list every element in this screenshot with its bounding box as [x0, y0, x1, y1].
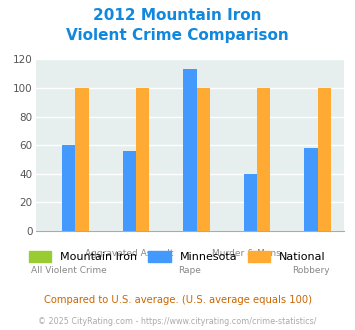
Bar	[183, 69, 197, 231]
Legend: Mountain Iron, Minnesota, National: Mountain Iron, Minnesota, National	[24, 247, 331, 267]
Bar	[304, 148, 318, 231]
Bar	[123, 151, 136, 231]
Text: Robbery: Robbery	[292, 266, 330, 275]
Text: © 2025 CityRating.com - https://www.cityrating.com/crime-statistics/: © 2025 CityRating.com - https://www.city…	[38, 317, 317, 326]
Bar	[244, 174, 257, 231]
Bar	[62, 145, 76, 231]
Text: Violent Crime Comparison: Violent Crime Comparison	[66, 28, 289, 43]
Text: 2012 Mountain Iron: 2012 Mountain Iron	[93, 8, 262, 23]
Text: Compared to U.S. average. (U.S. average equals 100): Compared to U.S. average. (U.S. average …	[44, 295, 311, 305]
Bar	[136, 88, 149, 231]
Text: Murder & Mans...: Murder & Mans...	[212, 249, 289, 258]
Bar	[76, 88, 89, 231]
Text: Rape: Rape	[179, 266, 201, 275]
Text: Aggravated Assault: Aggravated Assault	[85, 249, 174, 258]
Bar	[197, 88, 210, 231]
Bar	[318, 88, 331, 231]
Bar	[257, 88, 271, 231]
Text: All Violent Crime: All Violent Crime	[31, 266, 107, 275]
